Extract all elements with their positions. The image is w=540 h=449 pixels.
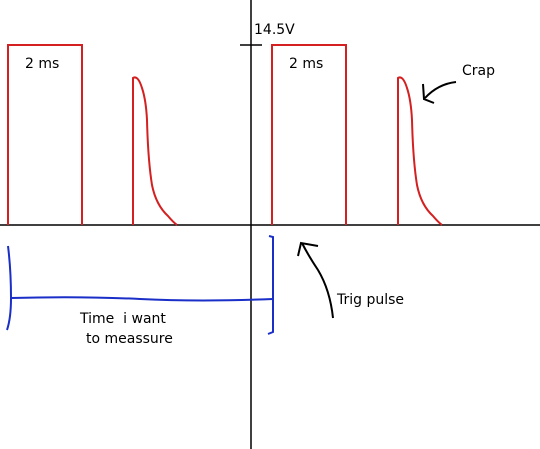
pulse [271,44,347,225]
voltage-label: 14.5V [254,22,295,38]
time-label: to meassure [86,331,173,347]
pulse-label: 2 ms [25,56,59,72]
pulse [7,44,83,225]
arrowhead [297,241,319,257]
measure-line [10,296,274,302]
trig-label: Trig pulse [336,292,404,308]
arrow [301,242,334,319]
pulse-label: 2 ms [289,56,323,72]
crap-label: Crap [462,63,495,79]
arrowhead [422,83,435,104]
spike [397,76,443,226]
spike [132,76,178,226]
arrow [424,81,457,99]
bracket [267,235,274,335]
time-label: Time i want [79,311,166,327]
